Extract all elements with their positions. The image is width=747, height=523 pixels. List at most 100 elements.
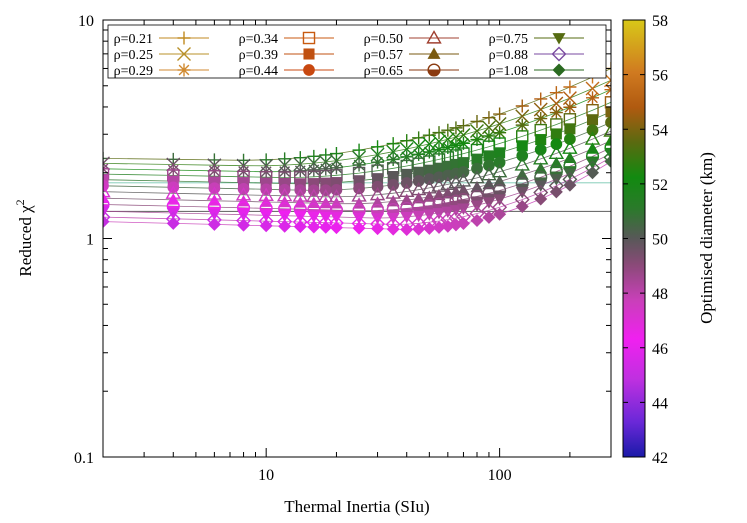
- data-point-s2-1: [103, 156, 110, 171]
- data-point-s10-12: [371, 213, 385, 225]
- legend-marker: [177, 63, 191, 77]
- data-point-s5-7: [294, 178, 306, 190]
- data-point-s1-18: [441, 123, 455, 137]
- data-point-s12-12: [371, 222, 385, 236]
- data-point-s5-25: [535, 134, 547, 146]
- legend-marker: [552, 33, 566, 45]
- data-point-s12-16: [422, 221, 436, 235]
- data-point-s10-10: [329, 212, 343, 224]
- data-point-s8-26: [549, 156, 563, 169]
- data-point-s6-29: [605, 116, 611, 129]
- x-tick-label: 100: [488, 467, 512, 484]
- colorbar-tick-label: 50: [652, 232, 668, 249]
- data-point-s6-23: [493, 156, 506, 169]
- data-point-s1-20: [456, 119, 470, 133]
- data-point-s6-15: [412, 175, 425, 187]
- y-tick-label: 1: [86, 232, 94, 249]
- data-point-s12-27: [563, 178, 577, 192]
- data-point-s5-4: [238, 177, 250, 189]
- data-point-s10-8: [307, 211, 321, 223]
- data-point-s7-1: [103, 183, 111, 198]
- data-point-s12-20: [456, 217, 470, 231]
- data-point-s9-20: [456, 192, 471, 206]
- data-point-s2-11: [352, 150, 367, 165]
- data-point-s6-24: [516, 149, 529, 162]
- legend-box: [107, 24, 607, 79]
- data-point-s5-19: [450, 158, 462, 170]
- legend-marker: [302, 31, 316, 45]
- y-tick-label: 0.1: [74, 450, 94, 467]
- data-point-s3-19: [449, 138, 463, 152]
- data-point-s3-7: [293, 164, 307, 178]
- legend-label: ρ=0.25: [114, 48, 153, 63]
- y-tick-label: 10: [78, 13, 94, 30]
- data-point-s3-21: [470, 133, 484, 147]
- data-point-s1-27: [563, 80, 577, 94]
- data-point-s1-17: [432, 126, 446, 140]
- data-point-s10-6: [278, 210, 292, 223]
- data-point-s12-11: [352, 221, 366, 235]
- data-point-s11-1: [103, 209, 111, 225]
- data-point-s1-16: [422, 128, 436, 142]
- data-point-s12-24: [515, 199, 529, 213]
- data-point-s8-21: [470, 180, 484, 193]
- data-point-s12-5: [259, 219, 273, 233]
- series-line-1: [103, 68, 611, 161]
- data-point-s12-28: [586, 166, 600, 180]
- data-point-s4-1: [103, 167, 110, 181]
- data-point-s3-10: [329, 161, 343, 175]
- data-point-s3-8: [307, 163, 321, 177]
- data-point-s5-18: [442, 160, 454, 172]
- colorbar-label: Optimised diameter (km): [697, 152, 716, 324]
- data-point-s5-16: [423, 164, 435, 176]
- data-point-s7-29: [603, 123, 611, 137]
- legend-marker: [427, 47, 441, 59]
- data-point-s3-24: [515, 118, 529, 132]
- legend-marker: [303, 64, 315, 76]
- data-point-s5-22: [483, 150, 495, 162]
- data-point-s5-9: [320, 177, 332, 189]
- data-point-s3-15: [412, 147, 426, 161]
- data-point-s8-23: [493, 175, 507, 187]
- data-point-s8-13: [386, 195, 400, 207]
- data-point-s3-22: [482, 129, 496, 143]
- series-line-2: [103, 79, 611, 167]
- data-point-s6-14: [400, 177, 413, 189]
- data-point-s5-14: [401, 168, 413, 180]
- data-point-s10-2: [166, 208, 180, 220]
- data-point-s12-9: [319, 220, 333, 234]
- legend-label: ρ=0.57: [364, 48, 403, 63]
- data-point-s3-18: [441, 140, 455, 154]
- data-point-s8-14: [400, 193, 414, 205]
- legend-marker: [177, 47, 191, 61]
- legend-label: ρ=0.21: [114, 32, 153, 47]
- colorbar-tick-label: 54: [652, 122, 668, 139]
- y-axis-label-text: Reduced χ: [16, 205, 35, 277]
- data-point-s1-19: [449, 121, 463, 135]
- data-point-s6-25: [534, 143, 547, 156]
- data-point-s8-25: [534, 162, 548, 174]
- data-point-s3-9: [319, 162, 333, 176]
- data-point-s8-22: [482, 177, 496, 190]
- data-point-s6-20: [457, 166, 470, 178]
- data-point-s10-9: [319, 211, 333, 224]
- data-point-s1-8: [307, 149, 321, 163]
- data-point-s3-23: [493, 126, 507, 140]
- data-point-s2-8: [306, 156, 321, 171]
- y-axis-label-superscript: 2: [13, 199, 27, 205]
- data-point-s2-10: [329, 153, 344, 168]
- data-point-s6-22: [483, 159, 495, 172]
- axes: 10 100 0.1 1 10: [74, 13, 612, 484]
- data-point-s5-11: [353, 175, 365, 187]
- data-point-s1-6: [278, 152, 292, 166]
- data-point-s12-22: [482, 210, 496, 224]
- data-point-s12-25: [534, 192, 548, 206]
- data-point-s1-7: [293, 151, 307, 165]
- data-point-s5-2: [167, 175, 179, 187]
- legend-label: ρ=1.08: [489, 64, 528, 79]
- data-point-s5-29: [605, 106, 611, 118]
- legend-marker: [551, 46, 567, 62]
- data-point-s3-25: [534, 112, 548, 126]
- data-point-s5-12: [372, 173, 384, 185]
- colorbar-tick-label: 58: [652, 13, 668, 30]
